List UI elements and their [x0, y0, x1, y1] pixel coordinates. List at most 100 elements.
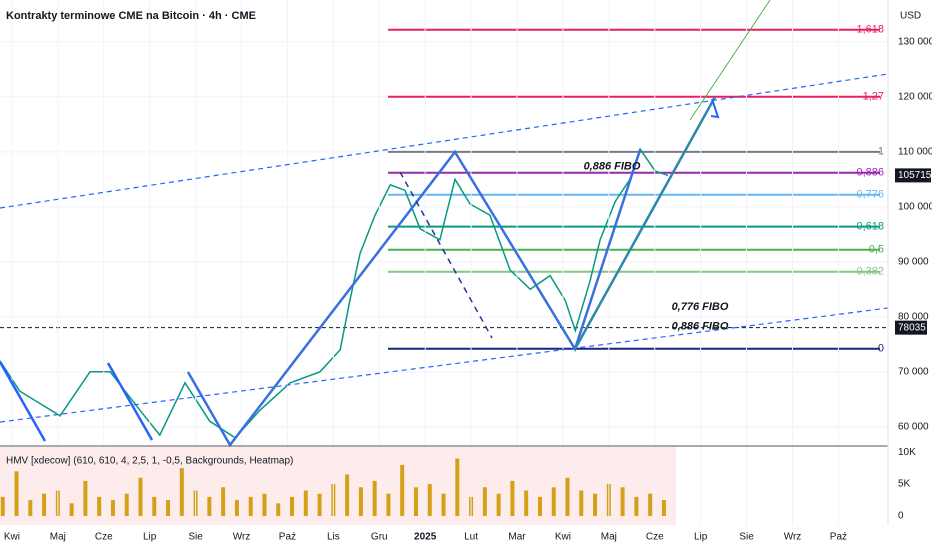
y-tick-label: 70 000 — [898, 366, 929, 377]
volume-bar — [221, 487, 226, 517]
volume-bar — [138, 477, 143, 517]
x-tick-label: Lip — [694, 532, 708, 543]
volume-bar — [565, 477, 570, 517]
fib-label: 1 — [878, 146, 884, 158]
volume-bar — [661, 500, 666, 517]
trend-line — [0, 361, 47, 442]
fib-label: 0,776 — [856, 189, 884, 201]
volume-bar — [496, 493, 501, 517]
volume-bar — [551, 487, 556, 517]
drawings — [0, 0, 889, 448]
y-tick-label: 60 000 — [898, 421, 929, 432]
volume-bar — [400, 464, 405, 517]
x-tick-label: Maj — [50, 532, 66, 543]
x-tick-label: Lip — [143, 532, 157, 543]
volume-bar — [634, 496, 639, 517]
x-tick-label: Mar — [508, 532, 526, 543]
trend-line — [573, 96, 717, 350]
volume-bar — [28, 500, 33, 517]
zigzag — [186, 149, 642, 448]
volume-bar — [124, 493, 129, 517]
x-tick-label: Kwi — [4, 532, 20, 543]
volume-bar — [620, 487, 625, 517]
indicator-label: HMV [xdecow] (610, 610, 4, 2,5, 1, -0,5,… — [6, 456, 293, 467]
volume-bar — [290, 496, 295, 517]
volume-bar — [303, 490, 308, 517]
price-badge — [895, 320, 927, 335]
x-tick-label: Paź — [830, 532, 847, 543]
y-tick-label: 0 — [898, 511, 904, 522]
fib-label: 0,382 — [856, 266, 884, 278]
y-tick-label: 130 000 — [898, 36, 932, 47]
fib-label: 1,618 — [856, 24, 884, 36]
volume-bar — [593, 493, 598, 517]
volume-bar — [372, 480, 377, 517]
price-line — [0, 147, 669, 439]
volume-bar — [179, 468, 184, 517]
volume-bar — [207, 496, 212, 517]
volume-bar — [262, 493, 267, 517]
fib-label: 1,27 — [863, 91, 884, 103]
volume-bar — [69, 503, 74, 517]
x-tick-label: Paź — [279, 532, 296, 543]
y-tick-label: 10K — [898, 447, 916, 458]
volume-bar — [648, 493, 653, 517]
currency-label: USD — [900, 11, 921, 22]
fib-label: 0,618 — [856, 221, 884, 233]
channel-upper — [0, 73, 889, 209]
volume-bar — [427, 484, 432, 517]
x-tick-label: Cze — [646, 532, 664, 543]
volume-bar — [455, 458, 460, 517]
x-tick-label: Kwi — [555, 532, 571, 543]
x-tick-label: Sie — [739, 532, 754, 543]
x-tick-label: Wrz — [784, 532, 802, 543]
projection-line — [689, 0, 771, 121]
x-tick-label: Wrz — [233, 532, 251, 543]
y-tick-label: 110 000 — [898, 146, 932, 157]
volume-bar — [110, 500, 115, 517]
volume-bar — [537, 496, 542, 517]
volume-bar — [524, 490, 529, 517]
volume-bar — [0, 496, 5, 517]
volume-bar — [83, 480, 88, 517]
annotation: 0,776 FIBO — [672, 301, 729, 313]
dashed-line — [399, 171, 493, 339]
fib-label: 0,5 — [869, 244, 884, 256]
y-tick-label: 120 000 — [898, 91, 932, 102]
volume-bar — [413, 487, 418, 517]
volume-bar — [97, 496, 102, 517]
x-tick-label: Cze — [95, 532, 113, 543]
x-tick-label: Lut — [464, 532, 478, 543]
price-badge-label: 78035 — [898, 322, 926, 333]
annotation: 0,886 FIBO — [584, 161, 641, 173]
chart-title: Kontrakty terminowe CME na Bitcoin · 4h … — [6, 10, 256, 22]
volume-bar — [358, 487, 363, 517]
volume-bar — [579, 490, 584, 517]
x-tick-label: Lis — [327, 532, 340, 543]
volume-bar — [510, 480, 515, 517]
volume-bar — [42, 493, 47, 517]
trend-line — [106, 362, 154, 441]
x-tick-label: Gru — [371, 532, 388, 543]
volume-bar — [386, 493, 391, 517]
arrow — [710, 98, 720, 119]
y-tick-label: 80 000 — [898, 311, 929, 322]
volume-bar — [482, 487, 487, 517]
x-tick-label: Maj — [601, 532, 617, 543]
annotation: 0,886 FIBO — [672, 321, 729, 333]
volume-bar — [248, 496, 253, 517]
volume-bar — [166, 500, 171, 517]
volume-bar — [345, 474, 350, 517]
last-price-label: 105715 — [898, 170, 932, 181]
y-tick-label: 5K — [898, 479, 911, 490]
volume-bar — [441, 493, 446, 517]
volume-bar — [14, 471, 19, 517]
y-tick-label: 90 000 — [898, 256, 929, 267]
x-tick-label: 2025 — [414, 532, 437, 543]
volume-bar — [234, 500, 239, 517]
fib-label: 0,886 — [856, 167, 884, 179]
volume-bar — [317, 493, 322, 517]
x-tick-label: Sie — [188, 532, 203, 543]
volume-bar — [152, 496, 157, 517]
